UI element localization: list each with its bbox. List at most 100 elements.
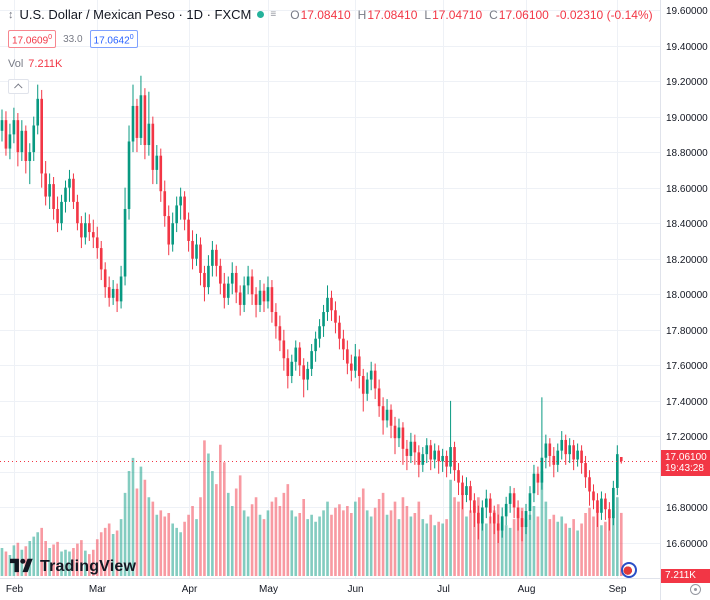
candle-body: [580, 450, 583, 464]
alert-price-badge-red[interactable]: 17.06090: [8, 30, 57, 49]
candle-body: [123, 208, 127, 277]
candle-body: [596, 500, 599, 513]
high-label: H: [357, 7, 367, 22]
candle-body: [175, 205, 178, 224]
collapse-legend-button[interactable]: [8, 79, 29, 95]
open-value: 17.08410: [300, 7, 351, 22]
volume-bar: [369, 516, 373, 576]
volume-bar: [306, 519, 309, 576]
volume-bar: [330, 514, 333, 576]
chart-legend: ↕ U.S. Dollar / Mexican Peso · 1D · FXCM…: [8, 7, 653, 95]
candle-body: [604, 498, 607, 510]
candle-body: [60, 201, 63, 224]
volume-bar: [600, 525, 603, 576]
candle-body: [536, 473, 540, 483]
volume-bar: [365, 510, 369, 576]
current-price-axis-label[interactable]: 17.06100 19:43:28: [661, 449, 710, 476]
volume-bar: [373, 507, 377, 576]
candle-body: [421, 454, 425, 465]
candle-body: [91, 232, 95, 238]
candle-body: [477, 512, 480, 524]
candle-body: [353, 356, 357, 371]
volume-bar: [516, 514, 520, 576]
volume-bar: [421, 519, 425, 576]
volume-bar: [469, 510, 472, 576]
volume-bar: [532, 506, 536, 576]
time-axis-settings-icon[interactable]: [690, 584, 701, 595]
time-axis-tick-label: Jul: [437, 584, 450, 595]
candle-body: [163, 191, 167, 217]
volume-bar: [72, 548, 75, 576]
candle-body: [203, 272, 206, 288]
time-axis-tick-label: Jun: [347, 584, 363, 595]
price-axis-tick-label: 19.00000: [666, 113, 708, 124]
candle-body: [556, 450, 560, 465]
candle-body: [413, 441, 417, 453]
volume-bar: [270, 501, 274, 576]
volume-bar: [326, 501, 329, 576]
alert-price-badge-blue[interactable]: 17.06420: [89, 30, 138, 49]
legend-row-symbol: ↕ U.S. Dollar / Mexican Peso · 1D · FXCM…: [8, 7, 653, 22]
volume-bar: [449, 479, 452, 576]
volume-bar: [91, 549, 95, 576]
volume-bar: [584, 513, 587, 576]
candle-body: [187, 219, 190, 241]
close-value: 17.06100: [498, 7, 549, 22]
volume-bar: [473, 506, 476, 576]
volume-bar: [0, 548, 4, 576]
candle-body: [199, 244, 202, 273]
candle-body: [401, 427, 405, 449]
volume-bar: [28, 541, 32, 576]
legend-menu-icon[interactable]: ≡: [270, 9, 277, 20]
volume-bar: [76, 543, 79, 576]
volume-bar: [310, 514, 313, 576]
price-axis-tick-label: 19.40000: [666, 42, 708, 53]
volume-bar: [302, 499, 306, 576]
candle-body: [433, 450, 437, 460]
candle-body: [4, 120, 8, 149]
symbol-switch-icon[interactable]: ↕: [8, 8, 14, 21]
volume-bar: [68, 551, 71, 576]
symbol-title[interactable]: U.S. Dollar / Mexican Peso · 1D · FXCM: [19, 7, 252, 22]
volume-bar: [250, 504, 254, 576]
volume-bar: [445, 519, 448, 576]
volume-bar: [592, 516, 595, 576]
tradingview-logo[interactable]: TradingView: [10, 558, 136, 576]
volume-bar: [508, 527, 512, 576]
volume-bar: [437, 521, 440, 576]
volume-bar: [199, 497, 202, 576]
candle-body: [36, 98, 40, 126]
candle-body: [584, 463, 587, 478]
candle-body: [469, 486, 472, 501]
candle-body: [504, 503, 508, 517]
candle-body: [302, 365, 306, 380]
candle-body: [131, 105, 135, 142]
volume-bar: [401, 497, 405, 576]
candle-body: [171, 223, 174, 245]
volume-bar: [417, 501, 421, 576]
price-axis-tick-label: 16.60000: [666, 539, 708, 550]
volume-bar: [334, 507, 337, 576]
candle-body: [318, 326, 321, 339]
volume-bar: [389, 510, 393, 576]
candle-body: [222, 283, 226, 298]
candle-body: [44, 173, 47, 197]
candle-body: [508, 493, 512, 504]
volume-bar: [167, 513, 171, 576]
candle-body: [207, 265, 210, 288]
price-axis-tick-label: 18.60000: [666, 184, 708, 195]
volume-bar: [405, 506, 409, 576]
candle-body: [20, 130, 24, 153]
candle-body: [246, 276, 250, 286]
legend-row-volume: Vol 7.211K: [8, 58, 653, 70]
volume-axis-label: 7.211K: [661, 569, 710, 583]
candle-body: [441, 455, 444, 462]
candle-body: [612, 487, 615, 519]
candle-body: [453, 447, 456, 471]
candle-body: [322, 312, 325, 327]
price-axis-tick-label: 16.80000: [666, 503, 708, 514]
provider-logo-icon[interactable]: [621, 562, 637, 578]
time-axis-tick-label: May: [259, 584, 278, 595]
volume-bar: [485, 523, 488, 576]
